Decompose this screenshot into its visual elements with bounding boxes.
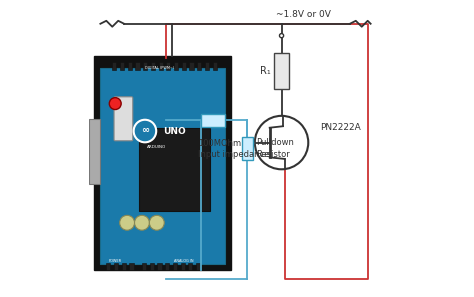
Bar — [181, 263, 185, 270]
Bar — [150, 263, 154, 270]
Circle shape — [134, 120, 156, 142]
Bar — [242, 137, 253, 160]
FancyBboxPatch shape — [139, 128, 210, 211]
Text: ∞: ∞ — [141, 125, 149, 135]
Bar — [159, 62, 163, 70]
FancyBboxPatch shape — [94, 56, 231, 270]
Text: R₁: R₁ — [260, 66, 271, 76]
Bar — [142, 263, 146, 270]
Bar — [114, 263, 118, 270]
Text: Pulldown
Resistor: Pulldown Resistor — [255, 138, 293, 159]
Bar — [182, 62, 186, 70]
Circle shape — [119, 215, 135, 230]
Circle shape — [280, 34, 283, 38]
Bar — [157, 263, 162, 270]
Bar — [213, 62, 217, 70]
Bar — [106, 263, 110, 270]
Bar — [112, 62, 117, 70]
Bar — [128, 62, 132, 70]
Text: DIGITAL (PWM~): DIGITAL (PWM~) — [145, 66, 174, 70]
Text: ANALOG IN: ANALOG IN — [174, 259, 193, 263]
Bar — [166, 62, 171, 70]
Circle shape — [255, 116, 308, 169]
Circle shape — [149, 215, 164, 230]
Text: PN2222A: PN2222A — [320, 123, 361, 132]
Text: POWER: POWER — [109, 259, 122, 263]
Circle shape — [135, 215, 149, 230]
Bar — [136, 62, 139, 70]
Bar — [188, 263, 192, 270]
Bar — [197, 62, 201, 70]
Bar — [120, 62, 124, 70]
Bar — [196, 263, 200, 270]
Bar — [151, 62, 155, 70]
Circle shape — [109, 98, 121, 110]
Text: ARDUINO: ARDUINO — [147, 145, 166, 149]
Bar — [165, 263, 169, 270]
Bar — [143, 62, 147, 70]
Bar — [274, 53, 289, 89]
FancyBboxPatch shape — [114, 97, 133, 141]
Bar — [174, 62, 178, 70]
FancyBboxPatch shape — [89, 119, 100, 184]
Text: 100MOhm
Input impedance: 100MOhm Input impedance — [199, 139, 270, 159]
Bar — [190, 62, 194, 70]
Bar — [201, 114, 225, 127]
Bar — [173, 263, 177, 270]
Text: ~1.8V or 0V: ~1.8V or 0V — [275, 10, 330, 19]
Text: UNO: UNO — [163, 127, 185, 135]
Bar — [205, 62, 209, 70]
FancyBboxPatch shape — [100, 68, 225, 264]
Bar — [122, 263, 126, 270]
Bar — [129, 263, 134, 270]
